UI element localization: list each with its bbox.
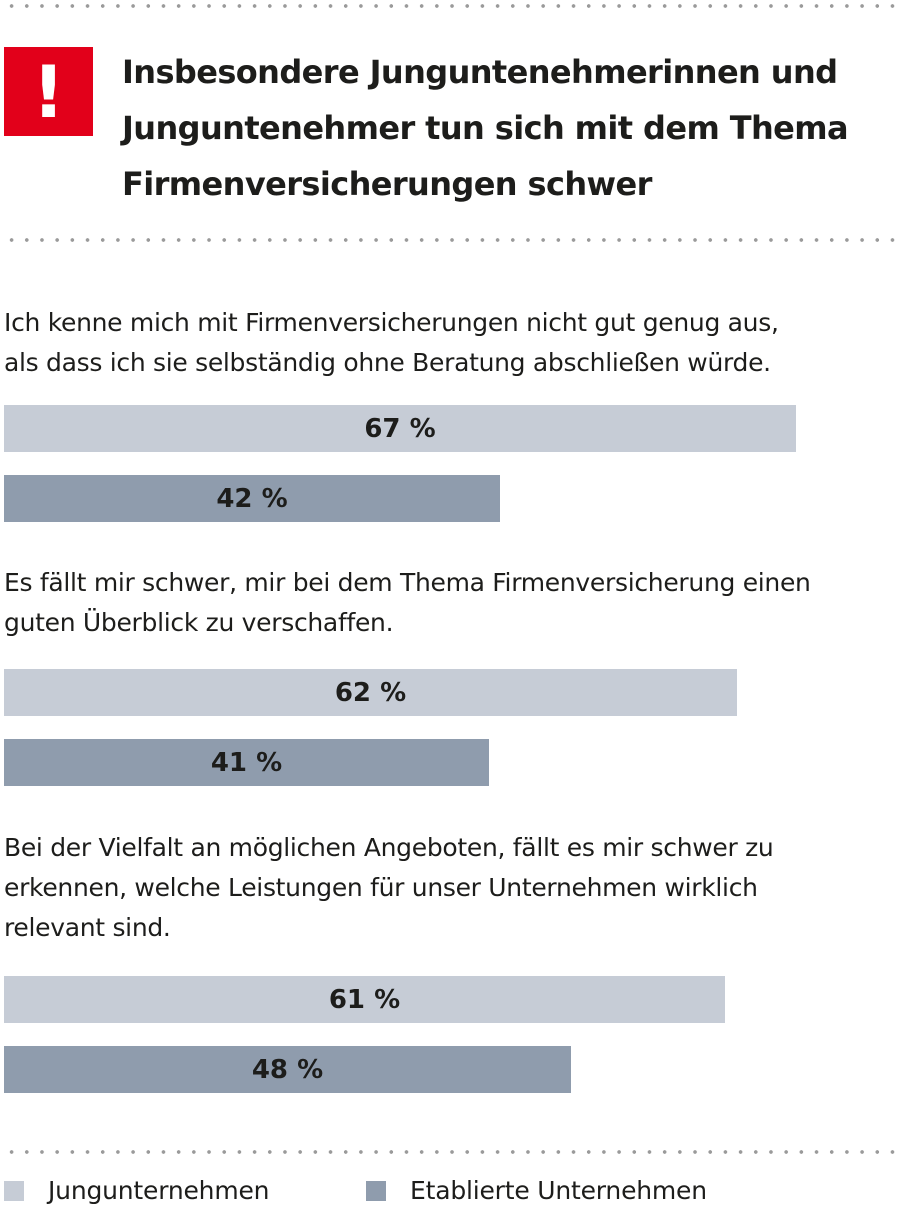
question-line: Es fällt mir schwer, mir bei dem Thema F… [4,568,811,597]
question-2: Es fällt mir schwer, mir bei dem Thema F… [4,563,899,643]
dotted-divider-middle [4,238,902,242]
exclamation-icon: ! [32,49,65,134]
question-1: Ich kenne mich mit Firmenversicherungen … [4,303,899,383]
bar-value-label: 41 % [210,747,283,778]
bar-value-label: 48 % [251,1054,324,1085]
question-line: relevant sind. [4,913,171,942]
title-line: Insbesondere Junguntenehmerinnen und [122,53,838,91]
bar-value-label: 42 % [216,483,288,514]
question-line: Bei der Vielfalt an möglichen Angeboten,… [4,833,774,862]
bar-value-label: 61 % [328,984,401,1015]
bar-jungunternehmen-1: 67 % [4,405,796,452]
question-line: Ich kenne mich mit Firmenversicherungen … [4,308,779,337]
bar-value-label: 62 % [334,677,407,708]
title-line: Firmenversicherungen schwer [122,165,652,203]
title-line: Junguntenehmer tun sich mit dem Thema [122,109,849,147]
dotted-divider-bottom [4,1150,902,1154]
chart-title: Insbesondere Junguntenehmerinnen und Jun… [122,44,892,212]
legend-swatch-etablierte-unternehmen [366,1181,386,1201]
bar-etablierte-unternehmen-3: 48 % [4,1046,571,1093]
bar-etablierte-unternehmen-2: 41 % [4,739,489,786]
question-3: Bei der Vielfalt an möglichen Angeboten,… [4,828,899,948]
bar-jungunternehmen-3: 61 % [4,976,725,1023]
legend-swatch-jungunternehmen [4,1181,24,1201]
bar-jungunternehmen-2: 62 % [4,669,737,716]
question-line: als dass ich sie selbständig ohne Beratu… [4,348,771,377]
dotted-divider-top [4,4,902,8]
legend-label-jungunternehmen: Jungunternehmen [48,1176,270,1205]
legend-label-etablierte-unternehmen: Etablierte Unternehmen [410,1176,707,1205]
bar-etablierte-unternehmen-1: 42 % [4,475,500,522]
question-line: erkennen, welche Leistungen für unser Un… [4,873,758,902]
alert-icon: ! [4,47,93,136]
question-line: guten Überblick zu verschaffen. [4,608,394,637]
bar-value-label: 67 % [364,413,436,444]
